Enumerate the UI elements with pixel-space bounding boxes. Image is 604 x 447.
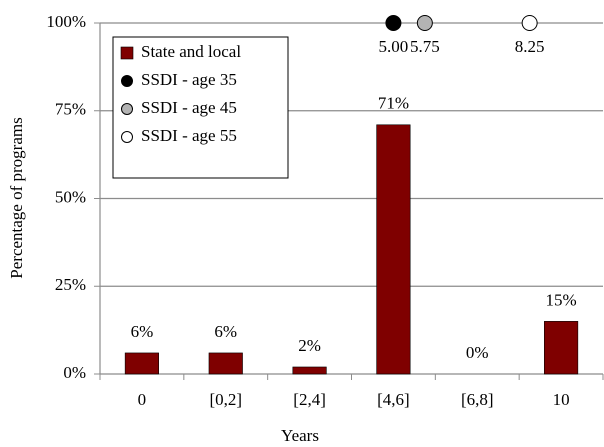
y-tick-label: 100% xyxy=(46,12,86,31)
legend-swatch xyxy=(120,46,134,60)
marker xyxy=(385,15,402,31)
x-tick-label: 10 xyxy=(553,390,570,409)
x-tick-label: [4,6] xyxy=(377,390,410,409)
data-label: 6% xyxy=(214,322,237,341)
x-tick-label: [6,8] xyxy=(461,390,494,409)
legend-marker xyxy=(121,75,133,87)
legend-label: State and local xyxy=(141,42,241,61)
marker-label: 5.00 xyxy=(379,37,409,56)
bar xyxy=(376,124,411,375)
x-tick-label: [2,4] xyxy=(293,390,326,409)
data-label: 2% xyxy=(298,336,321,355)
marker-label: 5.75 xyxy=(410,37,440,56)
legend-label: SSDI - age 45 xyxy=(141,98,237,117)
y-tick-label: 75% xyxy=(55,100,86,119)
x-tick-label: 0 xyxy=(138,390,147,409)
data-label: 15% xyxy=(545,290,576,309)
y-axis-title: Percentage of programs xyxy=(7,117,26,278)
bar xyxy=(292,366,327,375)
x-axis-title: Years xyxy=(281,426,319,445)
bar xyxy=(124,352,159,375)
y-tick-label: 50% xyxy=(55,187,86,206)
x-tick-label: [0,2] xyxy=(209,390,242,409)
legend-marker xyxy=(121,131,133,143)
legend-label: SSDI - age 35 xyxy=(141,70,237,89)
legend-marker xyxy=(121,103,133,115)
data-label: 6% xyxy=(131,322,154,341)
marker-label: 8.25 xyxy=(515,37,545,56)
legend-label: SSDI - age 55 xyxy=(141,126,237,145)
data-label: 0% xyxy=(466,343,489,362)
y-tick-label: 0% xyxy=(63,363,86,382)
legend-box xyxy=(112,36,289,179)
y-tick-label: 25% xyxy=(55,275,86,294)
data-label: 71% xyxy=(378,94,409,113)
marker xyxy=(416,15,433,31)
bar xyxy=(208,352,243,375)
bar xyxy=(544,321,579,375)
marker xyxy=(521,15,538,31)
